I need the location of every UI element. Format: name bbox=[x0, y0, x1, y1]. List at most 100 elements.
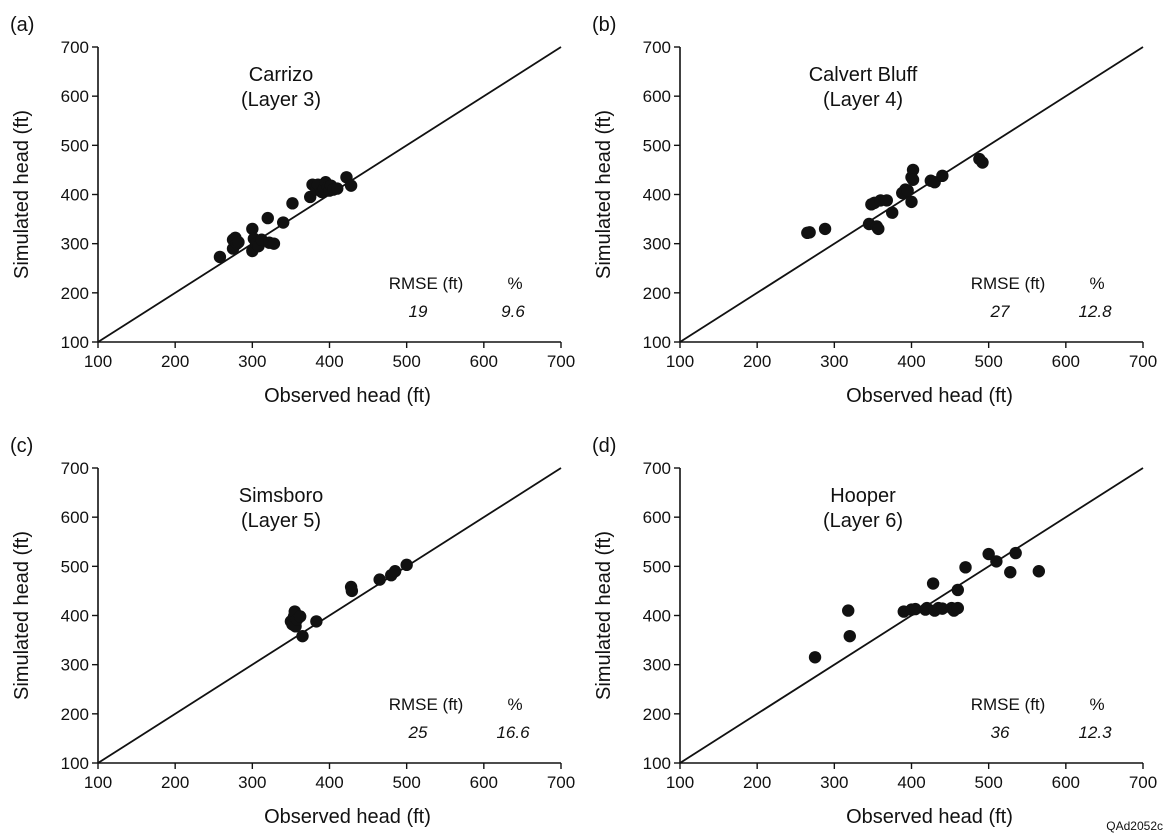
rmse-value: 19 bbox=[409, 302, 428, 321]
y-tick-label: 300 bbox=[61, 656, 89, 675]
data-point bbox=[959, 561, 972, 574]
x-tick-label: 700 bbox=[1129, 773, 1157, 792]
data-point bbox=[1004, 566, 1017, 579]
rmse-label: RMSE (ft) bbox=[971, 695, 1046, 714]
data-point bbox=[936, 169, 949, 183]
x-tick-label: 300 bbox=[820, 352, 848, 371]
x-tick-label: 700 bbox=[547, 352, 575, 371]
data-point bbox=[388, 565, 402, 578]
data-point bbox=[803, 226, 816, 239]
rmse-label: RMSE (ft) bbox=[971, 274, 1046, 293]
percent-label: % bbox=[507, 274, 522, 293]
data-point bbox=[286, 197, 299, 210]
data-point bbox=[808, 651, 822, 664]
data-point bbox=[976, 156, 989, 169]
chart-title: Calvert Bluff bbox=[809, 64, 918, 86]
chart-subtitle: (Layer 6) bbox=[823, 510, 903, 532]
figure-code: QAd2052c bbox=[1106, 819, 1163, 833]
data-point bbox=[293, 610, 307, 623]
y-tick-label: 700 bbox=[643, 459, 671, 478]
y-tick-label: 400 bbox=[61, 607, 89, 626]
chart-subtitle: (Layer 5) bbox=[241, 510, 321, 532]
y-tick-label: 100 bbox=[61, 333, 89, 352]
scatter-panel: 100 200 300 400 500 600 700 100 200 300 400 500 600 7… bbox=[592, 14, 1157, 407]
y-axis-title: Simulated head (ft) bbox=[593, 110, 615, 279]
x-tick-label: 400 bbox=[897, 773, 925, 792]
x-tick-label: 400 bbox=[315, 773, 343, 792]
scatter-panel: 100 200 300 400 500 600 700 100 200 300 400 500 600 7… bbox=[592, 435, 1157, 828]
rmse-value: 27 bbox=[990, 302, 1010, 321]
data-point bbox=[277, 216, 290, 229]
data-point bbox=[951, 583, 964, 597]
x-tick-label: 100 bbox=[666, 773, 694, 792]
y-tick-label: 500 bbox=[61, 136, 89, 155]
y-tick-label: 300 bbox=[643, 656, 671, 675]
x-axis-title: Observed head (ft) bbox=[264, 385, 431, 407]
panel-label: (a) bbox=[10, 14, 34, 36]
y-tick-label: 200 bbox=[643, 284, 671, 303]
x-tick-label: 500 bbox=[974, 773, 1002, 792]
y-tick-label: 400 bbox=[61, 186, 89, 205]
percent-value: 12.3 bbox=[1078, 723, 1112, 742]
y-tick-label: 700 bbox=[61, 38, 89, 57]
data-point bbox=[213, 250, 227, 264]
data-point bbox=[344, 179, 358, 192]
y-tick-label: 600 bbox=[61, 87, 89, 106]
scatter-panel: 100 200 300 400 500 600 700 100 200 300 400 500 600 7… bbox=[10, 14, 575, 407]
data-point bbox=[400, 558, 413, 572]
y-axis-title: Simulated head (ft) bbox=[11, 531, 33, 700]
y-tick-label: 400 bbox=[643, 607, 671, 626]
data-point bbox=[232, 235, 245, 249]
percent-value: 12.8 bbox=[1078, 302, 1112, 321]
percent-label: % bbox=[507, 695, 522, 714]
data-point bbox=[936, 602, 949, 615]
data-point bbox=[842, 604, 855, 617]
data-point bbox=[982, 547, 995, 561]
y-tick-label: 300 bbox=[61, 235, 89, 254]
x-tick-label: 100 bbox=[84, 352, 112, 371]
y-tick-label: 500 bbox=[643, 557, 671, 576]
y-tick-label: 400 bbox=[643, 186, 671, 205]
data-point bbox=[296, 629, 309, 643]
x-tick-label: 600 bbox=[1052, 352, 1080, 371]
x-tick-label: 300 bbox=[820, 773, 848, 792]
x-tick-label: 500 bbox=[392, 352, 420, 371]
data-point bbox=[843, 629, 856, 643]
data-point bbox=[880, 194, 894, 207]
y-tick-label: 100 bbox=[643, 754, 671, 773]
data-point bbox=[886, 206, 899, 219]
x-tick-label: 200 bbox=[161, 352, 189, 371]
x-tick-label: 300 bbox=[238, 352, 266, 371]
data-point bbox=[345, 584, 359, 598]
percent-label: % bbox=[1089, 695, 1104, 714]
data-point bbox=[1009, 546, 1022, 560]
y-tick-label: 200 bbox=[643, 705, 671, 724]
data-point bbox=[906, 163, 920, 177]
y-tick-label: 500 bbox=[61, 557, 89, 576]
x-tick-label: 100 bbox=[666, 352, 694, 371]
data-point bbox=[331, 182, 344, 195]
one-to-one-line bbox=[97, 467, 562, 764]
rmse-label: RMSE (ft) bbox=[389, 695, 464, 714]
x-axis-title: Observed head (ft) bbox=[846, 806, 1013, 828]
chart-title: Simsboro bbox=[239, 485, 323, 507]
percent-value: 16.6 bbox=[496, 723, 530, 742]
panel-label: (b) bbox=[592, 14, 616, 36]
x-tick-label: 300 bbox=[238, 773, 266, 792]
panel-label: (c) bbox=[10, 435, 33, 457]
chart-subtitle: (Layer 4) bbox=[823, 89, 903, 111]
y-tick-label: 500 bbox=[643, 136, 671, 155]
y-tick-label: 100 bbox=[61, 754, 89, 773]
x-tick-label: 600 bbox=[470, 352, 498, 371]
data-point bbox=[909, 602, 922, 616]
y-tick-label: 200 bbox=[61, 705, 89, 724]
y-tick-label: 100 bbox=[643, 333, 671, 352]
data-point bbox=[901, 184, 914, 197]
data-point bbox=[951, 601, 964, 615]
x-axis-title: Observed head (ft) bbox=[846, 385, 1013, 407]
x-axis-title: Observed head (ft) bbox=[264, 806, 431, 828]
data-point bbox=[267, 237, 281, 250]
y-tick-label: 700 bbox=[643, 38, 671, 57]
percent-value: 9.6 bbox=[501, 302, 525, 321]
data-point bbox=[905, 195, 918, 209]
